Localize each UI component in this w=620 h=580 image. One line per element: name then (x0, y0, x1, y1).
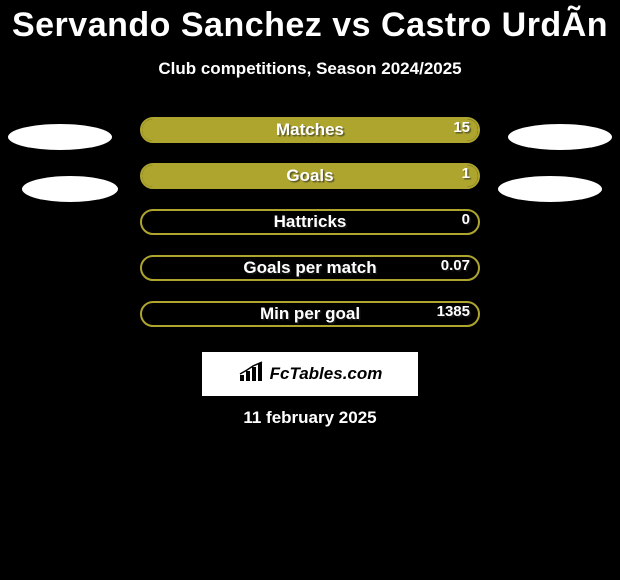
stat-row: Goals 1 (0, 163, 620, 189)
stat-row: Min per goal 1385 (0, 301, 620, 327)
stat-row: Goals per match 0.07 (0, 255, 620, 281)
stat-bar: Min per goal (140, 301, 480, 327)
stat-bar: Hattricks (140, 209, 480, 235)
stat-label: Matches (142, 119, 478, 141)
stat-value-right: 0.07 (441, 255, 470, 277)
stat-bar: Matches (140, 117, 480, 143)
source-badge-text: FcTables.com (270, 364, 383, 384)
stat-label: Goals per match (142, 257, 478, 279)
page-subtitle: Club competitions, Season 2024/2025 (0, 59, 620, 79)
stat-value-right: 0 (462, 209, 470, 231)
stat-value-right: 1 (462, 163, 470, 185)
comparison-infographic: Servando Sanchez vs Castro UrdÃ­n Club c… (0, 0, 620, 580)
comparison-chart: Matches 15 Goals 1 Hattricks 0 (0, 117, 620, 327)
stat-bar: Goals per match (140, 255, 480, 281)
stat-row: Matches 15 (0, 117, 620, 143)
page-title: Servando Sanchez vs Castro UrdÃ­n (0, 0, 620, 45)
footer-date: 11 february 2025 (0, 408, 620, 428)
bar-chart-icon (238, 361, 266, 388)
stat-value-right: 15 (453, 117, 470, 139)
stat-label: Hattricks (142, 211, 478, 233)
source-badge: FcTables.com (202, 352, 418, 396)
stat-row: Hattricks 0 (0, 209, 620, 235)
stat-label: Min per goal (142, 303, 478, 325)
stat-label: Goals (142, 165, 478, 187)
stat-value-right: 1385 (437, 301, 470, 323)
stat-bar: Goals (140, 163, 480, 189)
